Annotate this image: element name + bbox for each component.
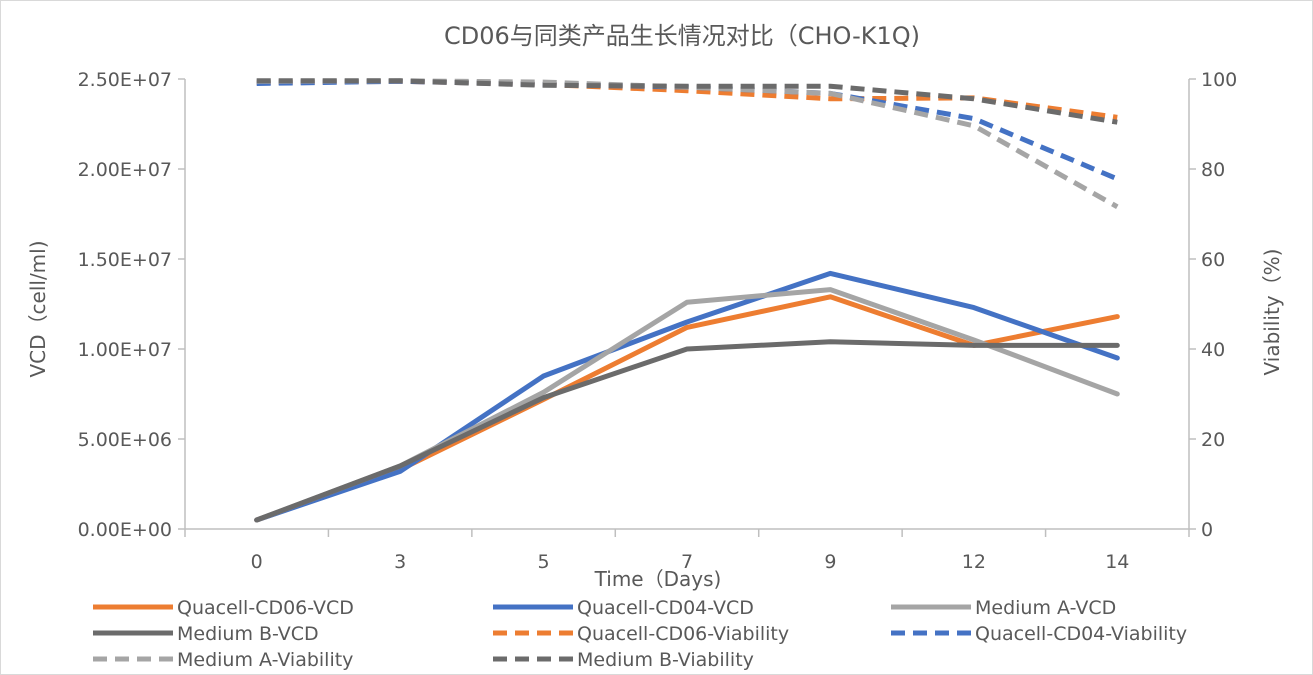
tick-labels: 0.00E+00 5.00E+06 1.00E+07 1.50E+07 2.00E+07… (78, 69, 1238, 573)
y2-axis-title: Viability（%) (1260, 249, 1284, 376)
legend-label: Medium B-VCD (177, 623, 319, 645)
x-tick-label: 14 (1105, 551, 1129, 573)
x-tick-label: 9 (824, 551, 836, 573)
y-tick-label: 1.00E+07 (78, 339, 172, 361)
y2-tick-label: 100 (1201, 69, 1237, 91)
y-tick-label: 0.00E+00 (78, 519, 172, 541)
y-tick-label: 2.00E+07 (78, 159, 172, 181)
x-tick-label: 3 (394, 551, 406, 573)
series-layer (254, 78, 1120, 523)
x-tick-label: 12 (962, 551, 986, 573)
y-tick-label: 2.50E+07 (78, 69, 172, 91)
y-axis-title: VCD（cell/ml) (26, 240, 50, 377)
legend-label: Medium A-VCD (975, 597, 1116, 619)
chart-title: CD06与同类产品生长情况对比（CHO-K1Q) (444, 22, 920, 50)
y2-tick-label: 0 (1201, 519, 1213, 541)
x-tick-label: 7 (681, 551, 693, 573)
y2-tick-label: 80 (1201, 159, 1225, 181)
series-line-medium-b-vcd (254, 339, 1120, 523)
x-tick-label: 5 (538, 551, 550, 573)
y-tick-label: 1.50E+07 (78, 249, 172, 271)
legend-label: Quacell-CD04-Viability (975, 623, 1187, 645)
legend: Quacell-CD06-VCD Quacell-CD04-VCD Medium A… (93, 597, 1187, 671)
legend-label: Quacell-CD04-VCD (577, 597, 754, 619)
x-axis-title: Time（Days) (594, 567, 722, 591)
axes (178, 78, 1196, 537)
legend-label: Quacell-CD06-VCD (177, 597, 354, 619)
y2-tick-label: 60 (1201, 249, 1225, 271)
legend-label: Quacell-CD06-Viability (577, 623, 789, 645)
x-tick-label: 0 (251, 551, 263, 573)
y2-tick-label: 20 (1201, 429, 1225, 451)
y2-tick-label: 40 (1201, 339, 1225, 361)
series-line-medium-b-viability (256, 78, 1118, 125)
series-line-quacell-cd04-viability (256, 78, 1119, 182)
y-tick-label: 5.00E+06 (78, 429, 172, 451)
series-line-quacell-cd04-vcd (254, 270, 1120, 523)
series-line-quacell-cd06-vcd (254, 294, 1120, 523)
legend-label: Medium A-Viability (177, 649, 353, 671)
legend-label: Medium B-Viability (577, 649, 754, 671)
